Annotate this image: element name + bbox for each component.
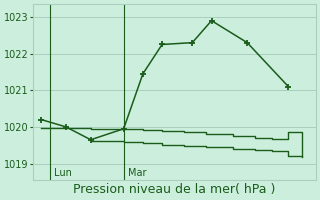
Text: Mar: Mar [128, 168, 146, 178]
Text: Lun: Lun [54, 168, 72, 178]
X-axis label: Pression niveau de la mer( hPa ): Pression niveau de la mer( hPa ) [73, 183, 276, 196]
